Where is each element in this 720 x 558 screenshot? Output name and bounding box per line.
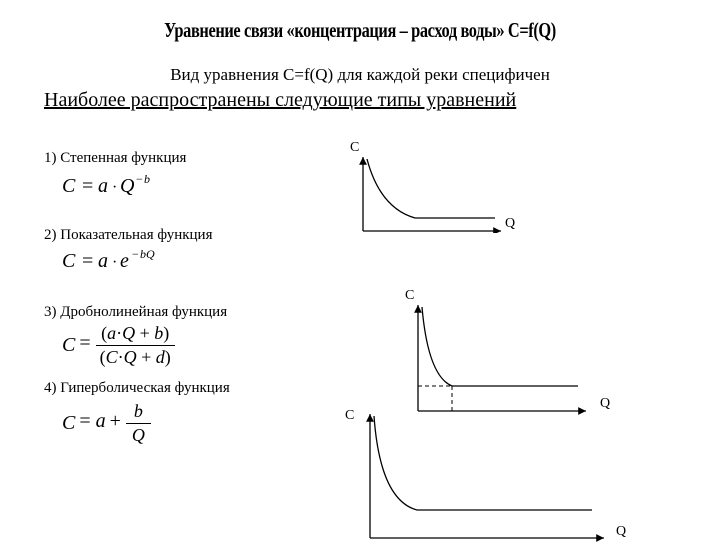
item-4: 4) Гиперболическая функция bbox=[44, 380, 720, 397]
item-3: 3) Дробнолинейная функция bbox=[44, 304, 720, 321]
svg-text:e: e bbox=[120, 250, 129, 272]
svg-text:a: a bbox=[98, 175, 108, 197]
page-title: Уравнение связи «концентрация – расход в… bbox=[79, 18, 641, 43]
chart-1 bbox=[345, 153, 505, 238]
svg-text:−: − bbox=[136, 173, 143, 186]
svg-text:b: b bbox=[144, 173, 150, 186]
chart3-q-label: Q bbox=[616, 524, 626, 540]
svg-text:−: − bbox=[132, 248, 139, 261]
chart3-c-label: C bbox=[345, 408, 354, 424]
svg-text:=: = bbox=[82, 250, 93, 272]
svg-text:bQ: bQ bbox=[140, 248, 155, 261]
svg-text:C: C bbox=[62, 175, 76, 197]
formula-3: C = (a·Q + b) (C·Q + d) bbox=[62, 323, 720, 368]
svg-text:=: = bbox=[82, 175, 93, 197]
chart-3 bbox=[352, 410, 610, 547]
svg-text:·: · bbox=[112, 254, 117, 271]
chart1-q-label: Q bbox=[505, 216, 515, 232]
svg-text:·: · bbox=[112, 179, 117, 196]
formula-2: C = a · e − bQ bbox=[62, 248, 720, 276]
svg-text:a: a bbox=[98, 250, 108, 272]
svg-text:Q: Q bbox=[120, 175, 135, 197]
svg-text:C: C bbox=[62, 250, 76, 272]
chart-2 bbox=[400, 301, 590, 421]
chart2-c-label: C bbox=[405, 288, 414, 304]
chart1-c-label: C bbox=[350, 140, 359, 156]
subtitle-1: Вид уравнения C=f(Q) для каждой реки спе… bbox=[0, 65, 720, 85]
subtitle-2: Наиболее распространены следующие типы у… bbox=[44, 89, 720, 112]
